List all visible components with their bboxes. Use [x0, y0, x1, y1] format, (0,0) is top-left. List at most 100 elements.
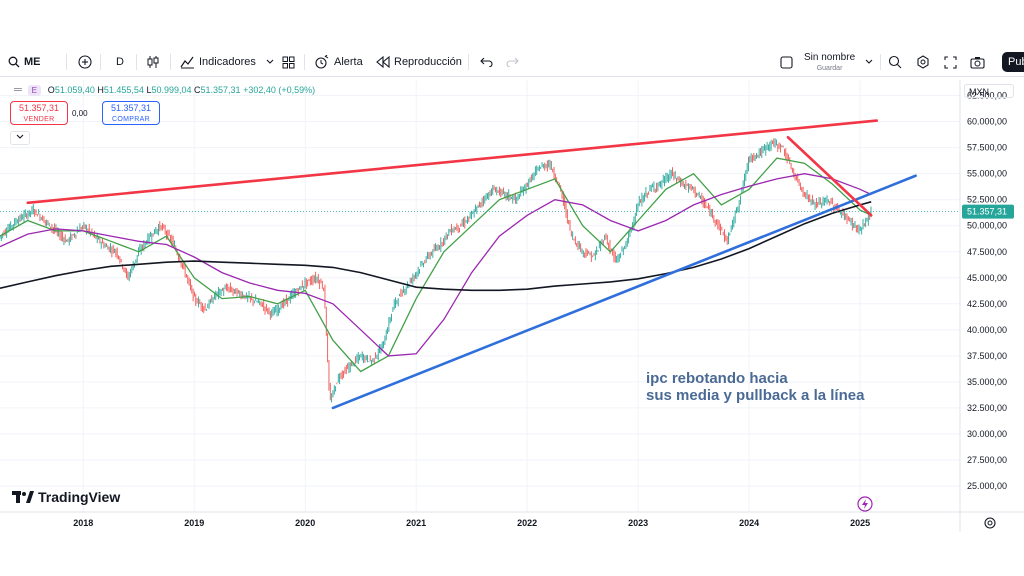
fullscreen-button[interactable] [944, 52, 957, 72]
sell-button[interactable]: 51.357,31 VENDER [10, 101, 68, 125]
collapse-legend-button[interactable] [10, 131, 30, 145]
gear-icon [917, 55, 929, 69]
plot-area [0, 80, 960, 512]
chart-grid [0, 80, 960, 512]
x-tick-label: 2019 [184, 518, 204, 528]
axes: 25.000,00 27.500,00 30.000,00 32.500,00 35.0… [0, 80, 1024, 532]
toolbar-divider [304, 54, 305, 70]
buy-price: 51.357,31 [110, 103, 152, 113]
spread-value: 0,00 [72, 109, 88, 118]
x-tick-label: 2020 [295, 518, 315, 528]
chart-type-button[interactable] [146, 52, 160, 72]
drag-handle-icon[interactable]: ═ [14, 84, 22, 96]
open-value: 51.059,40 [54, 85, 95, 95]
fullscreen-icon [944, 55, 957, 69]
layout-name: Sin nombre [804, 52, 856, 63]
chart-annotation[interactable]: ipc rebotando hacia sus media y pullback… [646, 370, 864, 404]
symbol-search[interactable]: ME [8, 52, 41, 72]
plus-circle-icon [78, 55, 92, 69]
y-tick-label: 57.500,00 [967, 143, 1007, 153]
indicators-button[interactable]: Indicadores [180, 52, 274, 72]
layout-selector[interactable] [780, 52, 793, 72]
annotation-line-1: ipc rebotando hacia [646, 370, 788, 387]
buy-label: COMPRAR [112, 116, 150, 123]
y-tick-label: 55.000,00 [967, 169, 1007, 179]
y-tick-label: 45.000,00 [967, 273, 1007, 283]
undo-icon [480, 57, 493, 67]
ma-slow-line [0, 201, 872, 292]
indicators-label: Indicadores [199, 56, 256, 68]
y-tick-label: 32.500,00 [967, 403, 1007, 413]
undo-button[interactable] [480, 52, 493, 72]
x-tick-label: 2022 [517, 518, 537, 528]
sell-price: 51.357,31 [18, 103, 60, 113]
chevron-down-icon [16, 134, 24, 139]
last-price-label: 51.357,31 [967, 207, 1007, 217]
open-label: O [47, 85, 55, 95]
low-value: 50.999,04 [151, 85, 192, 95]
quick-search-button[interactable] [888, 52, 903, 72]
x-tick-label: 2025 [850, 518, 870, 528]
toolbar-divider [66, 54, 67, 70]
alert-label: Alerta [334, 56, 363, 68]
y-tick-label: 62.500,00 [967, 91, 1007, 101]
close-value: 51.357,31 [200, 85, 241, 95]
settings-button[interactable] [916, 52, 930, 72]
sell-label: VENDER [23, 116, 55, 123]
layout-save-label: Guardar [816, 65, 843, 72]
tradingview-logo: TradingView [12, 489, 120, 505]
replay-button[interactable]: Reproducción [376, 52, 462, 72]
price-bars [0, 138, 872, 403]
publish-button[interactable]: Publ [1002, 52, 1024, 72]
templates-button[interactable] [282, 52, 295, 72]
interval-button[interactable]: D [116, 52, 124, 72]
currency-label: MXN [969, 87, 989, 97]
high-value: 51.455,54 [103, 85, 144, 95]
y-tick-label: 50.000,00 [967, 221, 1007, 231]
annotation-line-2: sus media y pullback a la línea [646, 387, 865, 404]
redo-icon [506, 57, 519, 67]
y-tick-label: 25.000,00 [967, 481, 1007, 491]
square-icon [780, 55, 793, 69]
toolbar-divider [468, 54, 469, 70]
toolbar-divider [170, 54, 171, 70]
grid-icon [282, 56, 295, 68]
redo-button[interactable] [506, 52, 519, 72]
y-tick-label: 60.000,00 [967, 117, 1007, 127]
y-tick-label: 37.500,00 [967, 351, 1007, 361]
alert-button[interactable]: Alerta [314, 52, 363, 72]
toolbar-divider [136, 54, 137, 70]
add-symbol-button[interactable] [78, 52, 92, 72]
ma-fast-line [0, 157, 872, 373]
y-tick-label: 42.500,00 [967, 299, 1007, 309]
snapshot-button[interactable] [970, 52, 985, 72]
x-tick-label: 2024 [739, 518, 759, 528]
buy-button[interactable]: 51.357,31 COMPRAR [102, 101, 160, 125]
short-term-trendline [786, 135, 873, 217]
search-flash-icon [888, 55, 902, 69]
search-icon [8, 56, 20, 68]
layout-menu-button[interactable] [865, 52, 873, 72]
y-tick-label: 27.500,00 [967, 455, 1007, 465]
low-label: L [146, 85, 152, 95]
camera-icon [970, 56, 985, 69]
currency-selector[interactable]: MXN [964, 84, 1014, 98]
symbol-label: ME [24, 56, 41, 68]
resistance-trendline [26, 119, 879, 205]
y-tick-label: 52.500,00 [967, 195, 1007, 205]
ohlc-legend: ═ E O51.059,40 H51.455,54 L50.999,04 C51… [14, 84, 315, 96]
gear-icon[interactable] [983, 516, 997, 530]
x-tick-label: 2018 [73, 518, 93, 528]
toolbar-divider [880, 54, 881, 70]
layout-name-block[interactable]: Sin nombre Guardar [804, 52, 855, 74]
close-label: C [194, 85, 201, 95]
y-tick-label: 30.000,00 [967, 429, 1007, 439]
tv-logo-icon [12, 491, 34, 503]
candles-icon [147, 56, 159, 68]
x-tick-label: 2021 [406, 518, 426, 528]
toolbar-divider [100, 54, 101, 70]
x-tick-label: 2023 [628, 518, 648, 528]
lightning-icon[interactable] [857, 496, 873, 512]
y-tick-label: 47.500,00 [967, 247, 1007, 257]
